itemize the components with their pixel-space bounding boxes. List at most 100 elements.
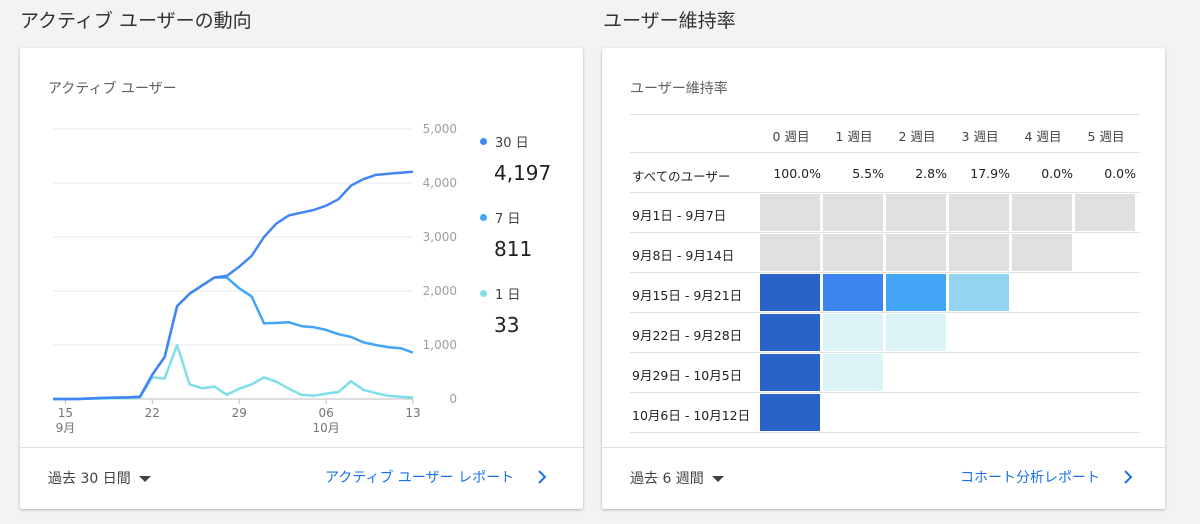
cohort-row bbox=[630, 313, 1140, 353]
chart-legend: 30 日 4,197 bbox=[480, 132, 551, 185]
table-header-row bbox=[630, 114, 1140, 153]
legend-dot-1d bbox=[480, 290, 487, 297]
retention-card: ユーザー維持率 0 週目 1 週目 2 週目 3 週目 4 週目 5 週目 すべてのユーザー… bbox=[602, 48, 1165, 509]
active-users-section-title: アクティブ ユーザーの動向 bbox=[20, 10, 252, 32]
y-tick-label: 2,000 bbox=[423, 284, 457, 298]
retention-cell[interactable] bbox=[949, 274, 1009, 311]
retention-cell[interactable] bbox=[760, 194, 820, 231]
all-users-percentage: 17.9% bbox=[970, 166, 1010, 181]
y-tick-label: 1,000 bbox=[423, 338, 457, 352]
week-column-header: 1 週目 bbox=[835, 129, 873, 144]
table-top-border bbox=[630, 114, 1140, 115]
date-range-label: 過去 30 日間 bbox=[48, 471, 131, 487]
week-column-header: 0 週目 bbox=[772, 129, 810, 144]
y-tick-label: 0 bbox=[449, 392, 457, 406]
x-tick-label: 06 bbox=[318, 406, 333, 420]
all-users-percentage: 100.0% bbox=[773, 166, 821, 181]
retention-card-title: ユーザー維持率 bbox=[630, 81, 728, 97]
x-tick-label: 22 bbox=[145, 406, 160, 420]
date-range-dropdown[interactable]: 過去 30 日間 bbox=[48, 468, 151, 488]
all-users-row bbox=[630, 153, 1140, 193]
cohort-row bbox=[630, 393, 1140, 433]
retention-range-label: 過去 6 週間 bbox=[630, 471, 704, 487]
retention-cell[interactable] bbox=[886, 194, 946, 231]
series-line-7d bbox=[53, 276, 414, 401]
retention-cell[interactable] bbox=[760, 234, 820, 271]
chevron-right-icon bbox=[1124, 470, 1133, 484]
retention-cell[interactable] bbox=[1075, 194, 1135, 231]
dropdown-caret-icon bbox=[711, 476, 724, 482]
x-tick-label: 29 bbox=[232, 406, 247, 420]
week-column-header: 4 週目 bbox=[1024, 129, 1062, 144]
chart-legend-1d: 1 日 33 bbox=[480, 284, 520, 337]
chevron-right-icon bbox=[538, 470, 547, 484]
retention-cell[interactable] bbox=[886, 274, 946, 311]
dropdown-caret-icon bbox=[138, 476, 151, 482]
all-users-percentage: 0.0% bbox=[1041, 166, 1073, 181]
retention-cell[interactable] bbox=[1012, 234, 1072, 271]
retention-cell[interactable] bbox=[760, 394, 820, 431]
all-users-label: すべてのユーザー bbox=[632, 169, 731, 184]
legend-label-1d: 1 日 bbox=[495, 288, 521, 303]
week-column-header: 3 週目 bbox=[961, 129, 999, 144]
cohort-label: 9月22日 - 9月28日 bbox=[632, 328, 743, 343]
retention-cell[interactable] bbox=[949, 194, 1009, 231]
legend-dot-30d bbox=[480, 138, 487, 145]
active-users-report-link[interactable]: アクティブ ユーザー レポート bbox=[325, 467, 550, 487]
cohort-label: 9月8日 - 9月14日 bbox=[632, 248, 735, 263]
cohort-label: 10月6日 - 10月12日 bbox=[632, 408, 751, 423]
cohort-row bbox=[630, 193, 1140, 233]
cohort-label: 9月29日 - 10月5日 bbox=[632, 368, 743, 383]
x-tick-sublabel: 10月 bbox=[312, 421, 339, 435]
retention-cell[interactable] bbox=[823, 194, 883, 231]
cohort-row bbox=[630, 273, 1140, 313]
legend-item-7d: 7 日 bbox=[480, 208, 532, 227]
retention-section-title: ユーザー維持率 bbox=[603, 10, 736, 32]
active-users-card-footer: 過去 30 日間 アクティブ ユーザー レポート bbox=[20, 447, 583, 509]
all-users-percentage: 0.0% bbox=[1104, 166, 1136, 181]
cohort-row bbox=[630, 233, 1140, 273]
cohort-row bbox=[630, 353, 1140, 393]
legend-item-30d: 30 日 bbox=[480, 132, 551, 151]
cohort-report-label: コホート分析レポート bbox=[960, 470, 1100, 486]
retention-cell[interactable] bbox=[823, 314, 883, 351]
retention-range-dropdown[interactable]: 過去 6 週間 bbox=[630, 468, 724, 488]
all-users-percentage: 2.8% bbox=[915, 166, 947, 181]
series-line-1d bbox=[53, 343, 414, 401]
retention-cell[interactable] bbox=[823, 234, 883, 271]
retention-cell[interactable] bbox=[760, 314, 820, 351]
retention-cell[interactable] bbox=[760, 274, 820, 311]
legend-value-30d: 4,197 bbox=[494, 161, 552, 185]
active-users-report-label: アクティブ ユーザー レポート bbox=[325, 470, 515, 486]
all-users-percentage: 5.5% bbox=[852, 166, 884, 181]
legend-value-7d: 811 bbox=[494, 237, 533, 261]
x-tick-label: 15 bbox=[58, 406, 73, 420]
legend-item-1d: 1 日 bbox=[480, 284, 520, 303]
legend-label-7d: 7 日 bbox=[495, 212, 521, 227]
retention-card-footer: 過去 6 週間 コホート分析レポート bbox=[602, 447, 1165, 509]
active-users-card: アクティブ ユーザー 5,000 4,000 3,000 2,000 1,000 0 15 9… bbox=[20, 48, 583, 509]
active-users-card-title: アクティブ ユーザー bbox=[48, 81, 177, 97]
x-tick-sublabel: 9月 bbox=[56, 421, 76, 435]
cohort-label: 9月1日 - 9月7日 bbox=[632, 208, 727, 223]
y-tick-label: 4,000 bbox=[423, 176, 457, 190]
retention-cell[interactable] bbox=[949, 234, 1009, 271]
legend-dot-7d bbox=[480, 214, 487, 221]
series-line-30d bbox=[53, 170, 414, 401]
retention-cell[interactable] bbox=[1012, 194, 1072, 231]
cohort-label: 9月15日 - 9月21日 bbox=[632, 288, 743, 303]
chart-legend-7d: 7 日 811 bbox=[480, 208, 532, 261]
legend-label-30d: 30 日 bbox=[495, 136, 529, 151]
retention-cell[interactable] bbox=[823, 274, 883, 311]
retention-cell[interactable] bbox=[823, 354, 883, 391]
retention-cell[interactable] bbox=[760, 354, 820, 391]
x-tick-label: 13 bbox=[405, 406, 420, 420]
y-tick-label: 5,000 bbox=[423, 122, 457, 136]
retention-cell[interactable] bbox=[886, 234, 946, 271]
retention-cell[interactable] bbox=[886, 314, 946, 351]
legend-value-1d: 33 bbox=[494, 313, 520, 337]
cohort-report-link[interactable]: コホート分析レポート bbox=[960, 467, 1136, 487]
y-tick-label: 3,000 bbox=[423, 230, 457, 244]
week-column-header: 2 週目 bbox=[898, 129, 936, 144]
